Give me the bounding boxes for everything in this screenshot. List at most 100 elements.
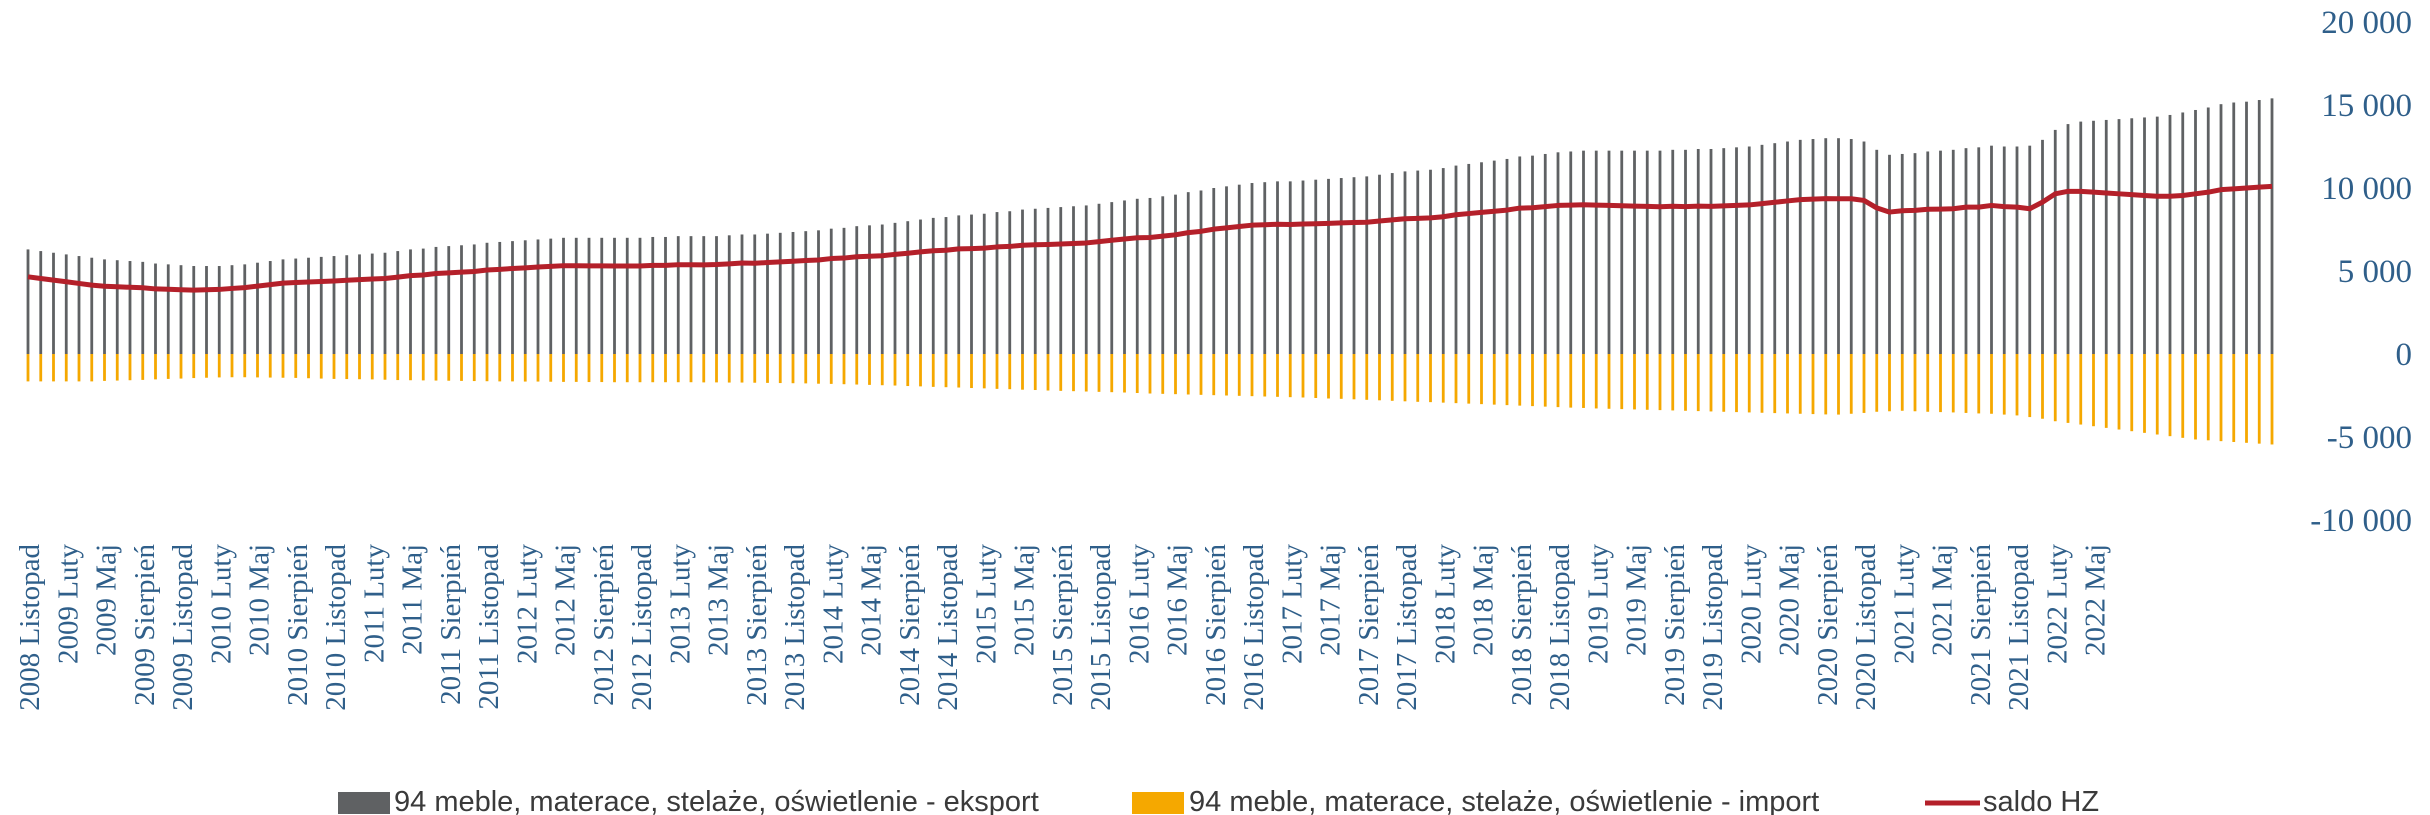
- export-bar: [1390, 173, 1394, 354]
- legend-item-export[interactable]: 94 meble, materace, stelaże, oświetlenie…: [338, 786, 1039, 815]
- import-bar: [2143, 354, 2146, 433]
- export-bar: [2066, 124, 2070, 354]
- import-bar: [2168, 354, 2172, 437]
- import-bar: [2181, 354, 2185, 438]
- import-bar: [396, 354, 400, 381]
- x-tick-label: 2013 Listopad: [779, 544, 811, 711]
- export-bar: [1594, 150, 1598, 354]
- import-bar: [1046, 354, 1050, 391]
- x-tick-label: 2013 Luty: [664, 544, 696, 665]
- import-bar: [740, 354, 744, 383]
- x-tick-label: 2021 Listopad: [2003, 544, 2035, 711]
- export-bar: [638, 237, 642, 354]
- import-bar: [2219, 354, 2223, 442]
- import-bar: [511, 354, 514, 382]
- import-bar: [1518, 354, 1522, 406]
- export-bar: [281, 259, 285, 354]
- import-bar: [1505, 354, 1509, 406]
- export-bar: [1862, 141, 1866, 354]
- export-bar: [77, 256, 81, 354]
- import-bar: [727, 354, 731, 383]
- import-bar: [1135, 354, 1139, 394]
- export-bar: [1760, 144, 1764, 354]
- export-bar: [1046, 207, 1050, 354]
- export-bar: [64, 254, 68, 354]
- export-bar: [1441, 168, 1445, 354]
- import-bar: [39, 354, 43, 382]
- export-bar: [2053, 129, 2057, 354]
- export-bar: [2092, 120, 2095, 355]
- export-bar: [2130, 118, 2134, 354]
- import-bar: [319, 354, 323, 379]
- export-bar: [549, 238, 553, 354]
- import-bar: [1607, 354, 1611, 409]
- export-bar: [1276, 181, 1279, 354]
- export-bar: [1199, 190, 1203, 354]
- export-bar: [1365, 176, 1369, 354]
- import-bar: [498, 354, 502, 382]
- x-tick-label: 2020 Maj: [1774, 544, 1806, 656]
- import-bar: [651, 354, 655, 383]
- y-tick-label: 15 000: [2321, 88, 2412, 124]
- import-bar: [1110, 354, 1114, 393]
- export-bar: [1454, 165, 1458, 354]
- export-bar: [1837, 138, 1840, 354]
- export-bar: [1569, 151, 1573, 354]
- import-bar: [409, 354, 412, 381]
- import-bar: [893, 354, 897, 386]
- export-bar: [2257, 100, 2261, 355]
- y-tick-label: 5 000: [2338, 254, 2412, 290]
- x-tick-label: 2019 Sierpień: [1659, 544, 1691, 706]
- import-bar: [1633, 354, 1636, 410]
- x-tick-label: 2013 Maj: [703, 544, 735, 656]
- export-bar: [192, 266, 196, 354]
- x-tick-label: 2022 Luty: [2041, 544, 2073, 665]
- export-bar: [1378, 174, 1381, 354]
- import-bar: [638, 354, 642, 383]
- export-bar: [613, 237, 616, 354]
- export-bar: [217, 266, 221, 354]
- import-bar: [370, 354, 374, 380]
- legend-item-saldo[interactable]: saldo HZ: [1925, 786, 2099, 815]
- import-bar: [804, 354, 808, 384]
- import-bar: [1913, 354, 1917, 412]
- x-tick-label: 2015 Sierpień: [1047, 544, 1079, 706]
- import-bar: [1760, 354, 1764, 413]
- import-bar: [1084, 354, 1088, 392]
- import-bar: [460, 354, 463, 381]
- y-tick-label: 20 000: [2321, 5, 2412, 41]
- export-bars: [26, 98, 2274, 355]
- export-bar: [1416, 170, 1420, 354]
- legend-label-import: 94 meble, materace, stelaże, oświetlenie…: [1189, 786, 1819, 815]
- import-bar: [664, 354, 667, 383]
- export-bar: [498, 241, 502, 354]
- x-tick-label: 2016 Listopad: [1238, 544, 1270, 711]
- export-bar: [332, 256, 336, 354]
- legend-item-import[interactable]: 94 meble, materace, stelaże, oświetlenie…: [1132, 786, 1819, 815]
- export-bar: [523, 240, 527, 354]
- x-tick-label: 2010 Maj: [244, 544, 276, 656]
- import-bar: [1939, 354, 1942, 413]
- import-bar: [944, 354, 948, 388]
- export-bar: [2015, 146, 2019, 354]
- export-bar: [2194, 109, 2197, 354]
- x-tick-label: 2021 Luty: [1888, 544, 1920, 665]
- export-bar: [230, 265, 234, 354]
- import-bar: [1225, 354, 1228, 396]
- import-bar: [103, 354, 106, 381]
- export-bar: [2079, 121, 2083, 354]
- import-bar: [625, 354, 629, 383]
- export-bar: [1301, 180, 1305, 354]
- export-bar: [1696, 148, 1700, 354]
- import-bar: [2117, 354, 2121, 430]
- export-bar: [957, 215, 961, 354]
- export-bar: [1033, 208, 1037, 354]
- export-bar: [893, 222, 897, 354]
- export-bar: [345, 255, 349, 354]
- export-bar: [1722, 148, 1726, 354]
- import-bar: [447, 354, 451, 381]
- export-bar: [1250, 183, 1254, 354]
- export-bar: [115, 260, 119, 354]
- x-tick-label: 2017 Luty: [1276, 544, 1308, 665]
